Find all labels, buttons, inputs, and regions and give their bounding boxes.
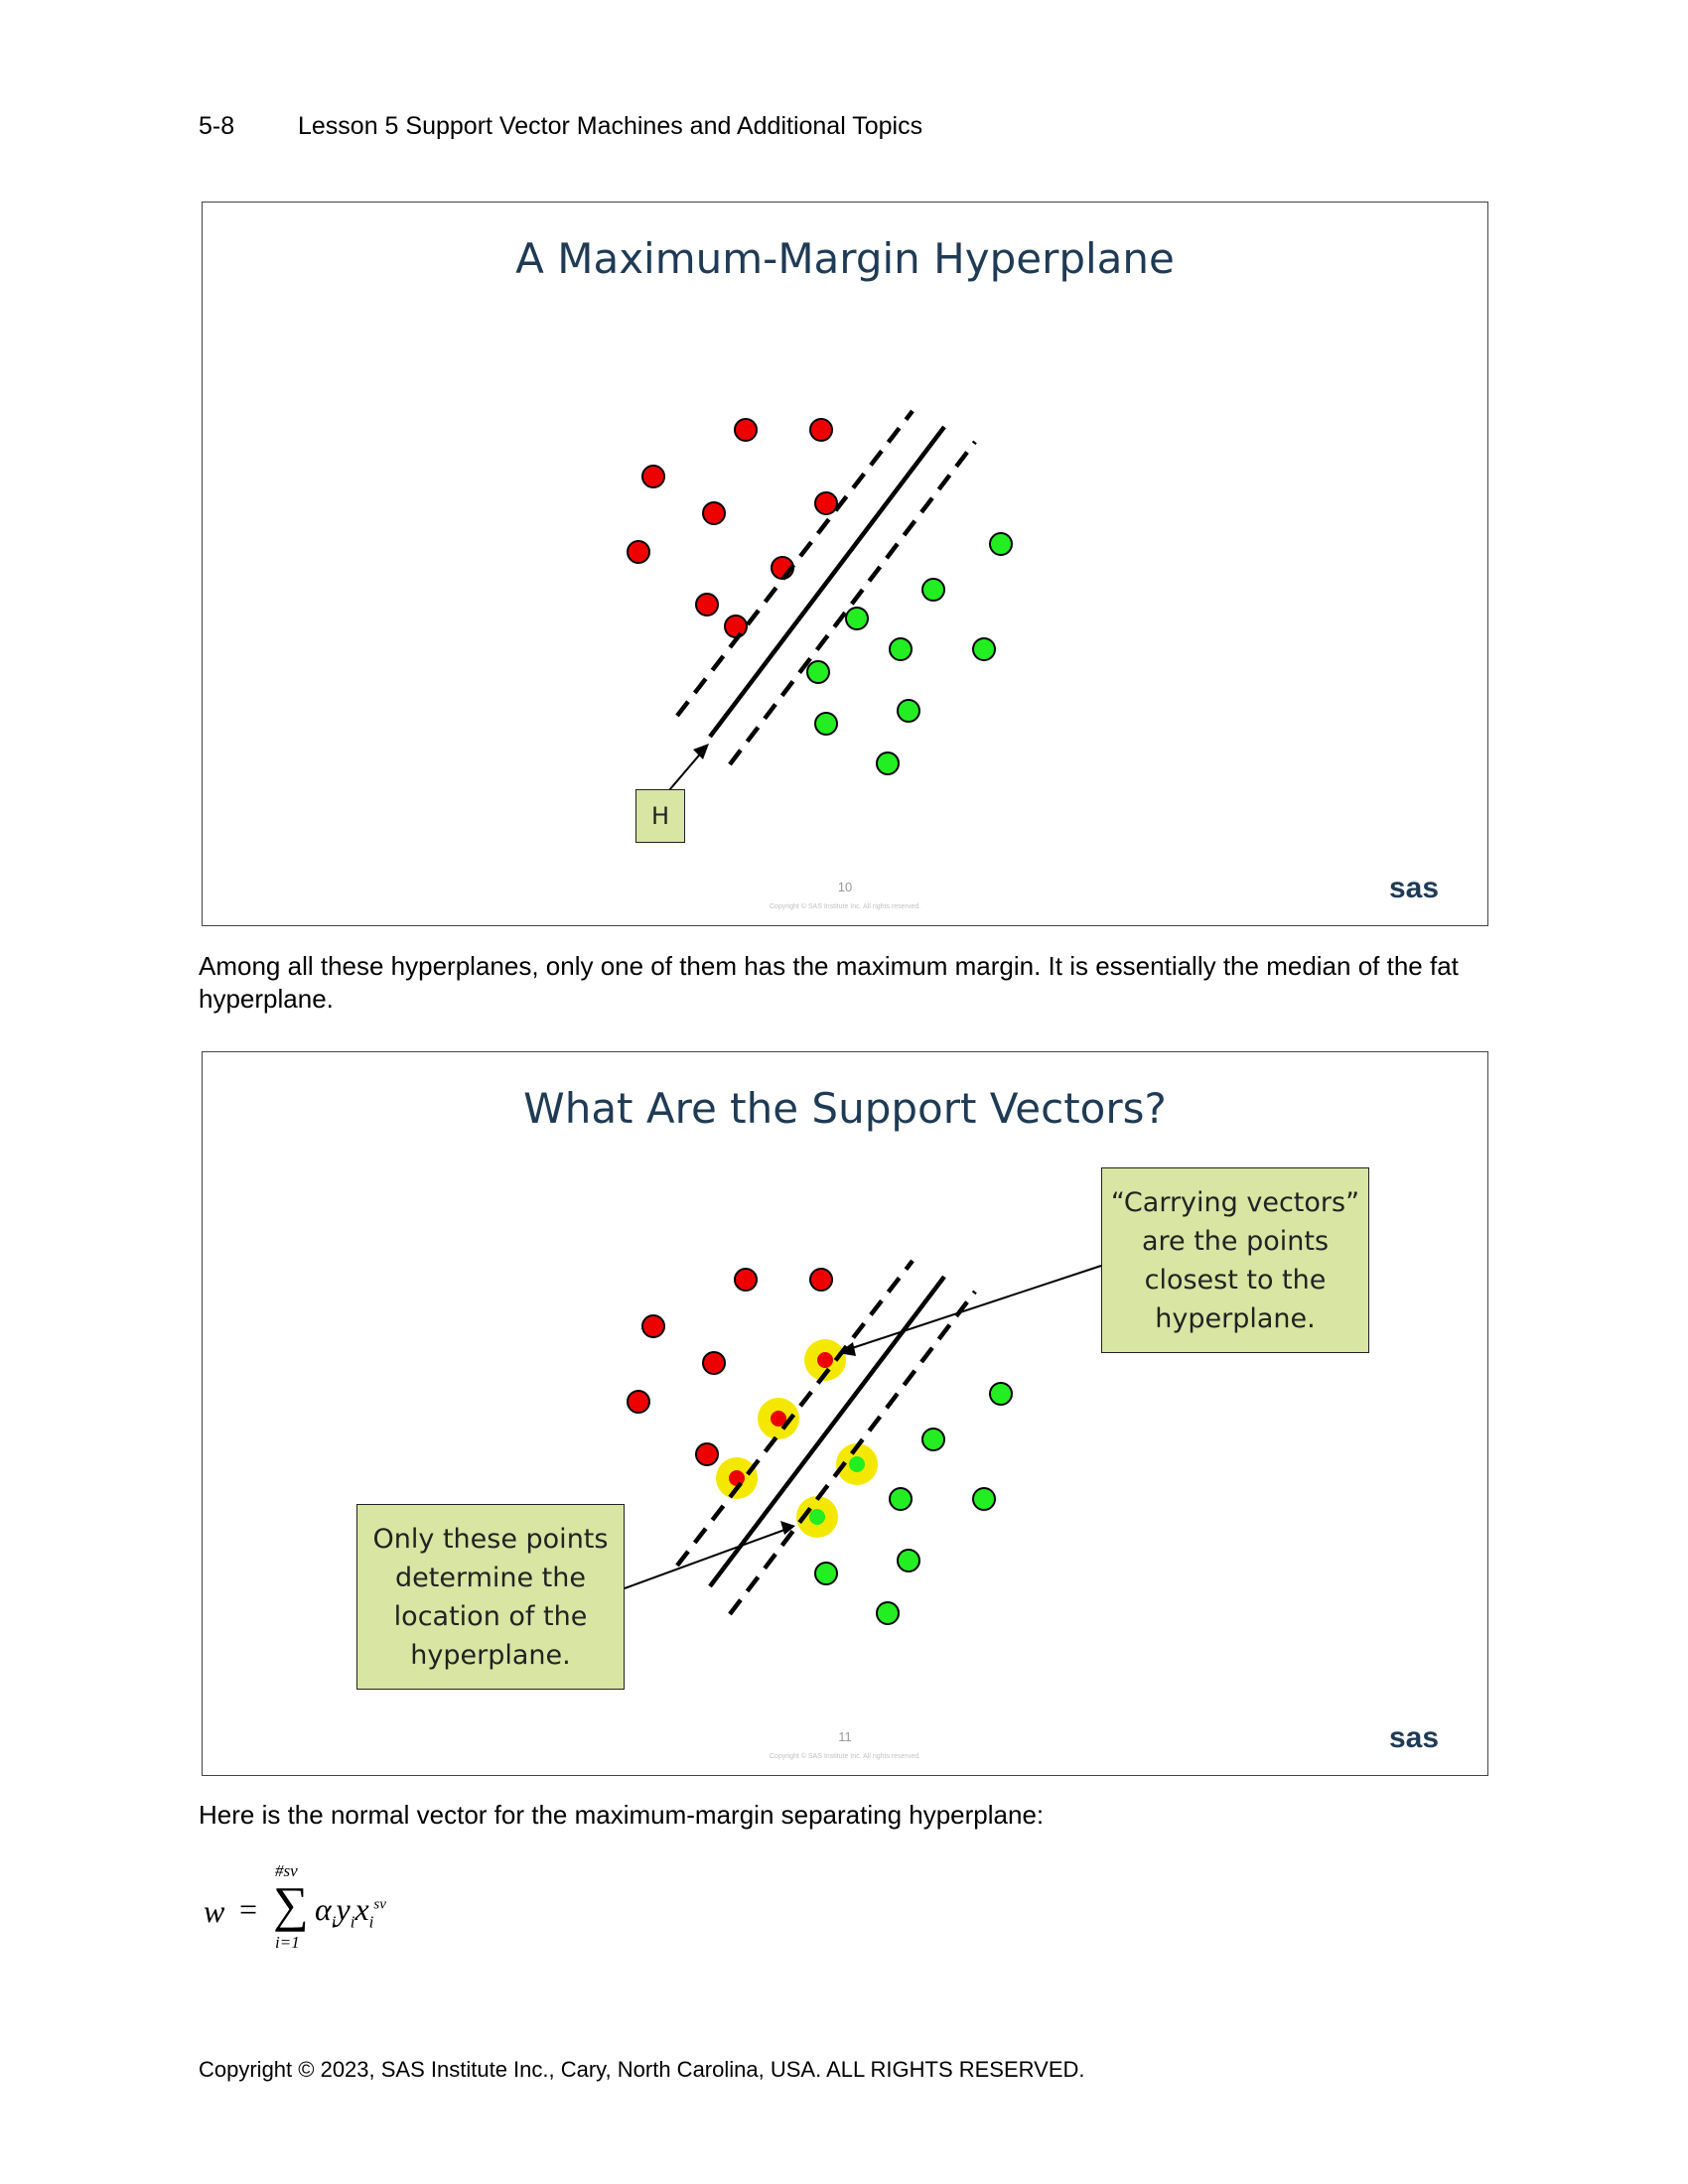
support-vector-diagram (624, 1259, 1102, 1625)
red-point (702, 501, 726, 525)
page-number: 5-8 (199, 112, 235, 140)
sas-logo-icon: sas (1389, 872, 1439, 904)
red-point (702, 1351, 726, 1375)
red-point (641, 1314, 665, 1338)
green-point (972, 1487, 996, 1511)
paragraph: Among all these hyperplanes, only one of… (199, 951, 1459, 1014)
red-point (641, 465, 665, 488)
red-point (734, 418, 758, 442)
hyperplane-label: H (650, 801, 670, 830)
green-point (814, 1562, 838, 1585)
formula-term: αiyixisv (315, 1891, 386, 1932)
slide-number: 10 (837, 880, 853, 894)
green-point (972, 637, 996, 661)
hyperplane-diagram (627, 409, 1013, 791)
svg-text:sas: sas (1389, 1721, 1439, 1754)
subscript: i (331, 1912, 337, 1932)
green-point (989, 532, 1013, 556)
arrow-head (693, 744, 709, 759)
red-support-vector (771, 1411, 786, 1427)
y-symbol: y (336, 1891, 351, 1927)
slide-number: 11 (838, 1729, 852, 1744)
slide-copyright: Copyright © SAS Institute Inc. All right… (769, 1753, 921, 1760)
callout-text: “Carrying vectors” are the points closes… (1110, 1186, 1360, 1334)
red-point (814, 491, 838, 515)
normal-vector-formula: w = #sv ∑ i=1 αiyixisv (204, 1861, 442, 1952)
hyperplane-line (708, 425, 946, 739)
paragraph: Here is the normal vector for the maximu… (199, 1800, 1045, 1830)
x-symbol: x (354, 1891, 369, 1927)
green-point (989, 1382, 1013, 1406)
red-point (809, 418, 833, 442)
arrow-line (624, 1528, 788, 1589)
red-point (695, 1442, 719, 1466)
slide-maximum-margin-hyperplane: A Maximum-Margin Hyperplane (202, 202, 1488, 926)
summation-icon: ∑ (273, 1876, 309, 1932)
sum-upper-limit: #sv (275, 1861, 298, 1880)
slide-copyright: Copyright © SAS Institute Inc. All right… (769, 903, 921, 910)
alpha-symbol: α (315, 1891, 332, 1927)
superscript: sv (373, 1896, 386, 1913)
red-support-vector (729, 1470, 745, 1486)
page-copyright: Copyright © 2023, SAS Institute Inc., Ca… (199, 2057, 1085, 2082)
green-point (921, 578, 945, 602)
hyperplane-line (708, 1275, 946, 1588)
red-point (695, 593, 719, 616)
green-point (889, 637, 913, 661)
green-point (921, 1428, 945, 1451)
green-support-vector (849, 1456, 865, 1472)
slide-title: What Are the Support Vectors? (523, 1084, 1167, 1133)
arrow-head (780, 1521, 795, 1535)
red-point (627, 540, 650, 564)
slide-title: A Maximum-Margin Hyperplane (515, 234, 1175, 283)
lower-margin-line (728, 1290, 977, 1616)
green-point (889, 1487, 913, 1511)
lesson-title: Lesson 5 Support Vector Machines and Add… (298, 112, 923, 140)
arrow-line (668, 749, 705, 791)
formula-equals: = (239, 1891, 258, 1927)
hyperplane-label-box: H (635, 789, 685, 843)
green-point (876, 1601, 900, 1625)
sum-lower-limit: i=1 (275, 1933, 300, 1952)
callout-text: Only these points determine the location… (372, 1523, 609, 1671)
carrying-vectors-callout: “Carrying vectors” are the points closes… (1101, 1167, 1369, 1353)
green-point (897, 1549, 920, 1572)
red-point (809, 1268, 833, 1292)
green-point (806, 660, 830, 684)
red-point (627, 1390, 650, 1414)
arrow-line (845, 1265, 1102, 1351)
support-points-callout: Only these points determine the location… (356, 1504, 625, 1690)
green-point (897, 699, 920, 723)
upper-margin-line (675, 409, 914, 718)
green-point (814, 712, 838, 736)
slide-support-vectors: What Are the Support Vectors? (202, 1051, 1488, 1776)
green-point (876, 751, 900, 775)
subscript: i (368, 1912, 374, 1932)
red-point (724, 614, 748, 638)
green-point (845, 607, 869, 630)
green-support-vector (809, 1509, 825, 1525)
red-support-vector (817, 1352, 833, 1368)
sas-logo-icon: sas (1389, 1721, 1439, 1754)
svg-text:sas: sas (1389, 872, 1439, 904)
red-point (734, 1268, 758, 1292)
upper-margin-line (675, 1259, 914, 1568)
formula-lhs: w (204, 1893, 225, 1929)
arrow-head (838, 1342, 856, 1356)
subscript: i (350, 1912, 355, 1932)
lower-margin-line (728, 440, 977, 766)
